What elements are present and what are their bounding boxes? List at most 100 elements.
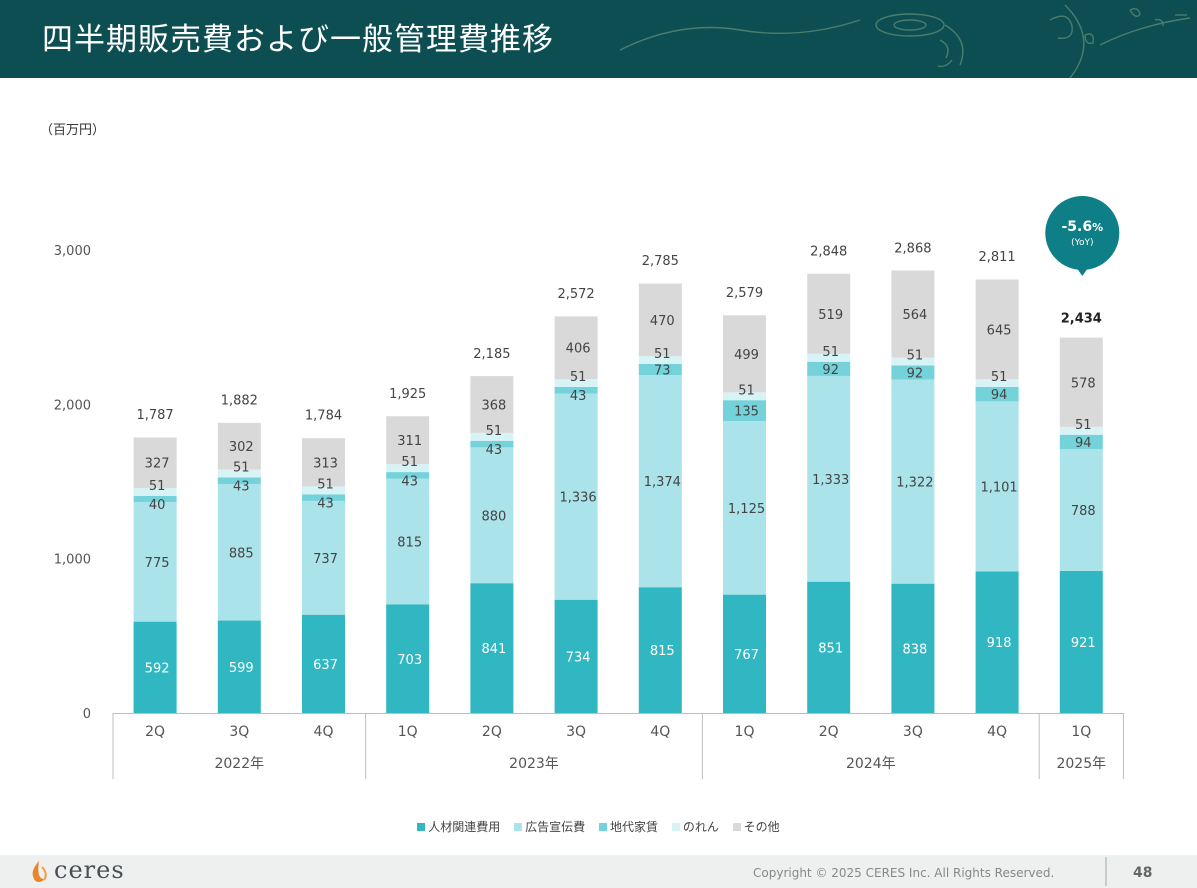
bar-value-label: 327	[145, 457, 170, 472]
bar-value-label: 775	[145, 556, 170, 571]
bar-value-label: 788	[1071, 504, 1096, 519]
legend-swatch-personnel	[417, 823, 426, 831]
bar-segment	[891, 379, 935, 584]
bar-segment	[891, 270, 935, 358]
legend-swatch-goodwill	[671, 823, 680, 831]
footer: ceres Copyright © 2025 CERES Inc. All Ri…	[0, 855, 1197, 888]
bar-value-label: 51	[654, 347, 671, 362]
bar-segment	[554, 386, 598, 394]
bar-segment	[807, 273, 851, 354]
bar-segment	[1059, 434, 1103, 450]
bar-value-label: 1,125	[728, 502, 765, 517]
bar-value-label: 92	[822, 363, 839, 378]
bar-segment	[133, 495, 177, 503]
year-group-label: 2022年	[214, 756, 264, 772]
x-category-label: 3Q	[229, 724, 249, 740]
x-category-label: 4Q	[650, 724, 670, 740]
bar-segment	[133, 502, 177, 622]
bar-segment	[554, 599, 598, 713]
bar-value-label: 918	[987, 636, 1012, 651]
bar-value-label: 51	[570, 370, 587, 385]
bar-value-label: 311	[397, 434, 422, 449]
bar-segment	[638, 283, 682, 357]
bar-segment	[723, 315, 766, 393]
chart-legend: 人材関連費用 広告宣伝費 地代家賃 のれん その他	[0, 818, 1197, 835]
bar-value-label: 599	[229, 661, 254, 676]
legend-item: のれん	[671, 818, 719, 835]
legend-item: その他	[732, 818, 780, 835]
legend-item: 地代家賃	[598, 818, 658, 835]
x-category-label: 3Q	[903, 724, 923, 740]
bar-value-label: 1,322	[896, 476, 933, 491]
yoy-callout-subtext: (YoY)	[1071, 238, 1093, 248]
logo-text: ceres	[54, 856, 125, 884]
sga-stacked-bar-chart: 0 1,000 2,000 3,000 592 775 40 51 327 1,787 2Q 599 8…	[54, 196, 1124, 779]
bar-segment	[470, 376, 514, 433]
x-category-label: 2Q	[145, 724, 165, 740]
bar-segment	[302, 614, 345, 713]
bar-segment	[554, 379, 598, 387]
bar-segment	[975, 279, 1019, 380]
bar-segment	[302, 500, 345, 615]
legend-item: 広告宣伝費	[514, 818, 585, 835]
bar-value-label: 51	[149, 479, 166, 494]
bar-segment	[386, 464, 430, 473]
bar-segment	[133, 437, 177, 488]
bar-segment	[975, 571, 1019, 713]
bar-value-label: 51	[317, 477, 334, 492]
unit-label: （百万円）	[40, 123, 106, 138]
bar-segment	[975, 379, 1019, 387]
bar-segment	[807, 361, 851, 376]
bar-value-label: 94	[1075, 436, 1092, 451]
bar-value-label: 499	[734, 348, 759, 363]
bar-value-label: 519	[818, 308, 843, 323]
bar-total-label: 2,811	[978, 250, 1015, 265]
legend-label: 地代家賃	[609, 820, 658, 834]
year-group-label: 2023年	[509, 756, 559, 772]
bar-value-label: 1,336	[559, 491, 596, 506]
ceres-logo-icon	[32, 861, 47, 882]
bar-value-label: 564	[902, 308, 927, 323]
bar-value-label: 1,374	[644, 475, 681, 490]
y-tick-label: 3,000	[54, 244, 91, 259]
bar-segment	[217, 620, 261, 713]
bar-value-label: 43	[317, 497, 334, 512]
page-title: 四半期販売費および一般管理費推移	[42, 22, 554, 58]
bar-segment	[470, 440, 514, 448]
bar-value-label: 43	[233, 480, 250, 495]
bar-segment	[217, 422, 261, 470]
year-group-label: 2024年	[846, 756, 896, 772]
bar-value-label: 51	[233, 460, 250, 475]
y-tick-label: 0	[83, 707, 91, 722]
bar-segment	[133, 487, 177, 496]
bar-value-label: 73	[654, 364, 671, 379]
bar-segment	[386, 478, 430, 605]
bar-value-label: 921	[1071, 636, 1096, 651]
bar-segment	[638, 375, 682, 588]
bar-segment	[723, 400, 766, 422]
bar-segment	[386, 416, 430, 465]
bar-value-label: 645	[987, 323, 1012, 338]
bar-value-label: 880	[481, 509, 506, 524]
bar-segment	[1059, 570, 1103, 713]
x-category-label: 2Q	[482, 724, 502, 740]
legend-label: のれん	[682, 820, 719, 834]
bar-segment	[1059, 449, 1103, 571]
legend-label: 人材関連費用	[428, 820, 501, 834]
bar-value-label: 703	[397, 653, 422, 668]
bar-total-label: 2,785	[642, 254, 679, 269]
bar-segment	[638, 356, 682, 364]
bar-segment	[975, 401, 1019, 572]
bar-segment	[1059, 426, 1103, 435]
bar-value-label: 43	[401, 474, 418, 489]
x-category-label: 1Q	[1071, 724, 1091, 740]
y-tick-label: 2,000	[54, 398, 91, 413]
bar-value-label: 734	[566, 650, 591, 665]
bar-value-label: 51	[401, 455, 418, 470]
bar-segment	[302, 486, 345, 495]
bar-value-label: 302	[229, 440, 254, 455]
bar-segment	[302, 438, 345, 487]
bar-value-label: 470	[650, 314, 675, 329]
bar-total-label: 2,579	[726, 286, 763, 301]
bar-value-label: 92	[907, 367, 924, 382]
